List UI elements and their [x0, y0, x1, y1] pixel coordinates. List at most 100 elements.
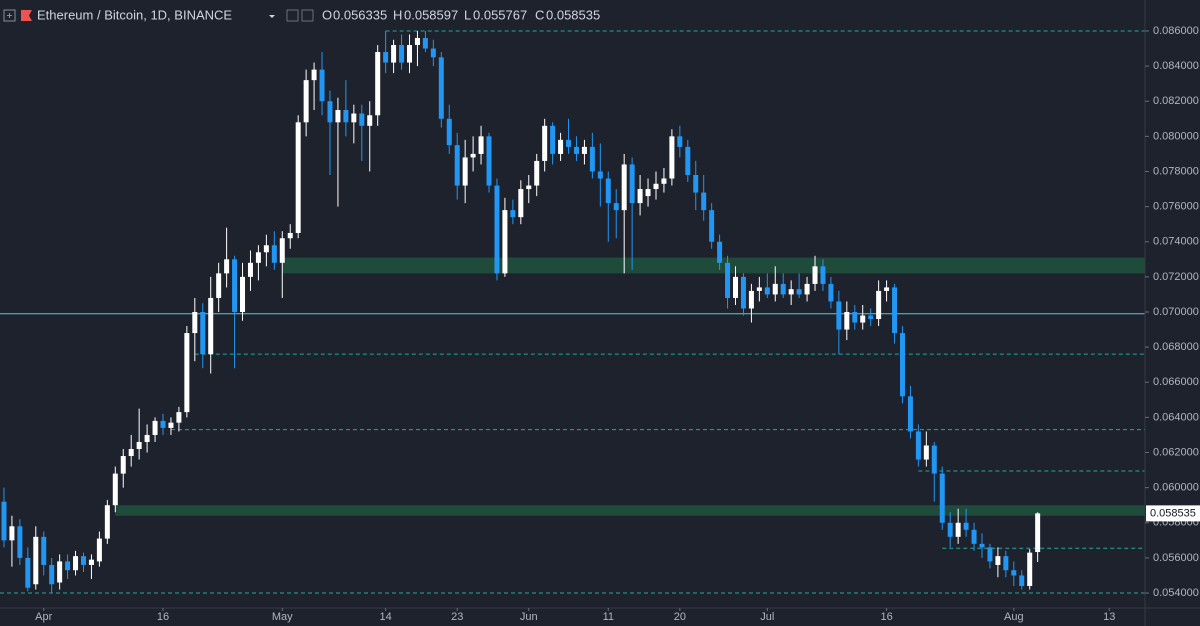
candle-body — [510, 210, 516, 218]
candle-body — [104, 505, 110, 539]
candle-body — [645, 189, 651, 197]
candle-body — [9, 526, 15, 541]
candle-body — [971, 529, 977, 544]
y-tick-label: 0.080000 — [1153, 130, 1199, 142]
candle-body — [605, 178, 611, 204]
candle-body — [661, 178, 667, 184]
candle-body — [717, 241, 723, 263]
collapse-icon[interactable] — [3, 9, 16, 22]
candle-body — [756, 287, 762, 291]
candle-body — [788, 289, 794, 295]
candle-body — [812, 266, 818, 284]
candle-body — [804, 283, 810, 295]
last-price-label: 0.058535 — [1150, 507, 1196, 519]
ohlc-value: 0.058535 — [546, 7, 600, 22]
x-tick-label: Jul — [760, 611, 774, 623]
y-tick-label: 0.078000 — [1153, 165, 1199, 177]
zone — [282, 257, 1145, 274]
close-icon[interactable] — [301, 9, 314, 22]
candle-body — [359, 113, 365, 126]
candle-body — [144, 434, 150, 442]
candle-body — [478, 136, 484, 154]
ohlc-value: 0.055767 — [473, 7, 527, 22]
ohlc-label: L — [464, 7, 471, 22]
candle-body — [383, 52, 389, 63]
candle-body — [41, 536, 47, 565]
y-tick-label: 0.062000 — [1153, 446, 1199, 458]
candle-body — [963, 522, 969, 530]
ohlc-value: 0.056335 — [333, 7, 387, 22]
plot-area — [0, 30, 1145, 594]
candle-body — [502, 210, 508, 274]
flag-icon[interactable] — [21, 10, 32, 21]
candle-body — [828, 283, 834, 302]
candle-body — [597, 171, 603, 179]
candle-body — [1003, 556, 1009, 571]
candle-body — [923, 445, 929, 460]
ohlc-value: 0.058597 — [404, 7, 458, 22]
x-tick-label: 16 — [880, 611, 892, 623]
candle-body — [224, 259, 230, 274]
candle-body — [1, 501, 7, 541]
candle-body — [796, 289, 802, 295]
candle-body — [677, 136, 683, 147]
candle-body — [343, 110, 349, 123]
candle-body — [518, 189, 524, 218]
symbol-title[interactable]: Ethereum / Bitcoin, 1D, BINANCE — [37, 7, 232, 22]
candle-body — [168, 422, 174, 428]
candle-body — [422, 37, 428, 49]
candle-body — [780, 283, 786, 295]
y-tick-label: 0.082000 — [1153, 95, 1199, 107]
symbol-caret[interactable] — [269, 15, 275, 18]
candle-body — [947, 522, 953, 537]
candle-body — [733, 276, 739, 298]
y-tick-label: 0.064000 — [1153, 411, 1199, 423]
candle-body — [216, 273, 222, 298]
candle-body — [470, 153, 476, 158]
candle-body — [558, 139, 564, 154]
x-tick-label: 11 — [603, 611, 614, 623]
candle-body — [17, 526, 23, 558]
candle-body — [152, 420, 158, 435]
candle-body — [33, 536, 39, 585]
collapse-icon-plus — [7, 13, 12, 18]
candle-body — [860, 315, 866, 323]
candle-body — [88, 559, 94, 565]
candle-body — [335, 110, 341, 123]
candle-body — [414, 37, 420, 46]
candle-body — [892, 287, 898, 334]
candle-body — [613, 203, 619, 211]
candle-body — [693, 174, 699, 193]
candle-body — [454, 145, 460, 186]
candle-body — [65, 561, 71, 571]
candle-body — [701, 192, 707, 211]
candle-body — [494, 185, 500, 274]
candle-body — [112, 473, 118, 506]
candle-body — [907, 396, 913, 432]
settings-icon[interactable] — [286, 9, 299, 22]
candle-body — [931, 445, 937, 474]
y-tick-label: 0.060000 — [1153, 482, 1199, 494]
candle-body — [351, 113, 357, 123]
ohlc-label: O — [322, 7, 332, 22]
candle-body — [438, 57, 444, 119]
zone — [115, 505, 1145, 516]
x-tick-label: 16 — [157, 611, 169, 623]
candle-body — [915, 431, 921, 460]
candle-body — [311, 69, 317, 81]
candle-body — [462, 157, 468, 186]
candle-body — [772, 283, 778, 295]
candle-body — [96, 538, 102, 562]
candle-body — [446, 118, 452, 146]
candle-body — [621, 164, 627, 211]
y-tick-label: 0.086000 — [1153, 25, 1199, 37]
x-tick-label: Jun — [520, 611, 538, 623]
candle-body — [279, 238, 285, 263]
candle-body — [120, 456, 126, 474]
candle-body — [319, 69, 325, 102]
y-tick-label: 0.084000 — [1153, 60, 1199, 72]
candle-body — [581, 146, 587, 154]
x-tick-label: 13 — [1103, 611, 1115, 623]
